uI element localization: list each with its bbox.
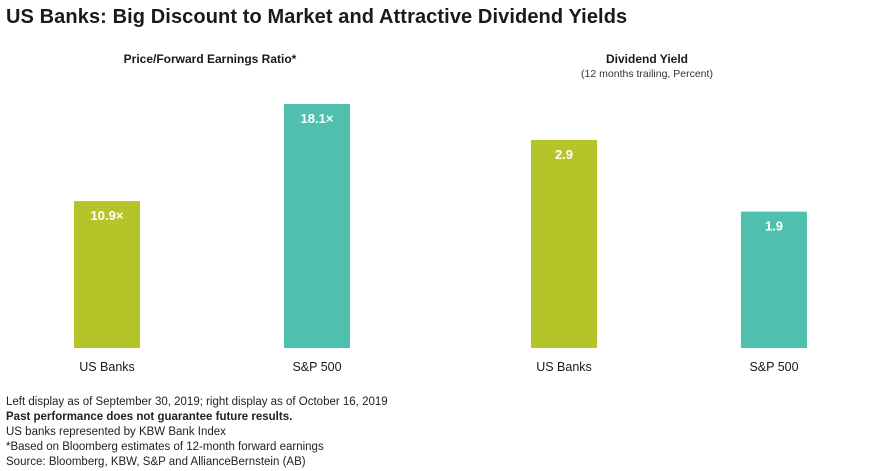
yield-panel-title: Dividend Yield [605,52,689,66]
pe-category-label-us-banks: US Banks [79,360,135,374]
yield-value-label-us-banks: 2.9 [555,147,573,162]
footnote-dates: Left display as of September 30, 2019; r… [6,396,388,408]
footnote-disclaimer: Past performance does not guarantee futu… [6,411,293,423]
pe-bar-s-p-500 [284,104,350,348]
yield-panel-subtitle: (12 months trailing, Percent) [581,68,713,80]
footnotes: Left display as of September 30, 2019; r… [6,395,388,470]
pe-category-label-s-p-500: S&P 500 [292,360,341,374]
chart-title: US Banks: Big Discount to Market and Att… [6,6,628,28]
footnote-index: US banks represented by KBW Bank Index [6,426,226,438]
pe-bar-us-banks [74,201,140,348]
yield-category-label-us-banks: US Banks [536,360,592,374]
footnote-estimates: *Based on Bloomberg estimates of 12-mont… [6,441,324,453]
footnote-source: Source: Bloomberg, KBW, S&P and Alliance… [6,456,306,468]
pe-value-label-s-p-500: 18.1× [301,111,334,126]
bar-charts: 10.9× US Banks 18.1× S&P 500 2.9 US Banks 1.9 S… [74,104,807,374]
pe-panel-title: Price/Forward Earnings Ratio* [123,52,297,66]
yield-bar-us-banks [531,139,597,348]
pe-value-label-us-banks: 10.9× [91,208,124,223]
yield-value-label-s-p-500: 1.9 [765,219,783,234]
yield-category-label-s-p-500: S&P 500 [749,360,798,374]
yield-bar-s-p-500 [741,211,807,348]
